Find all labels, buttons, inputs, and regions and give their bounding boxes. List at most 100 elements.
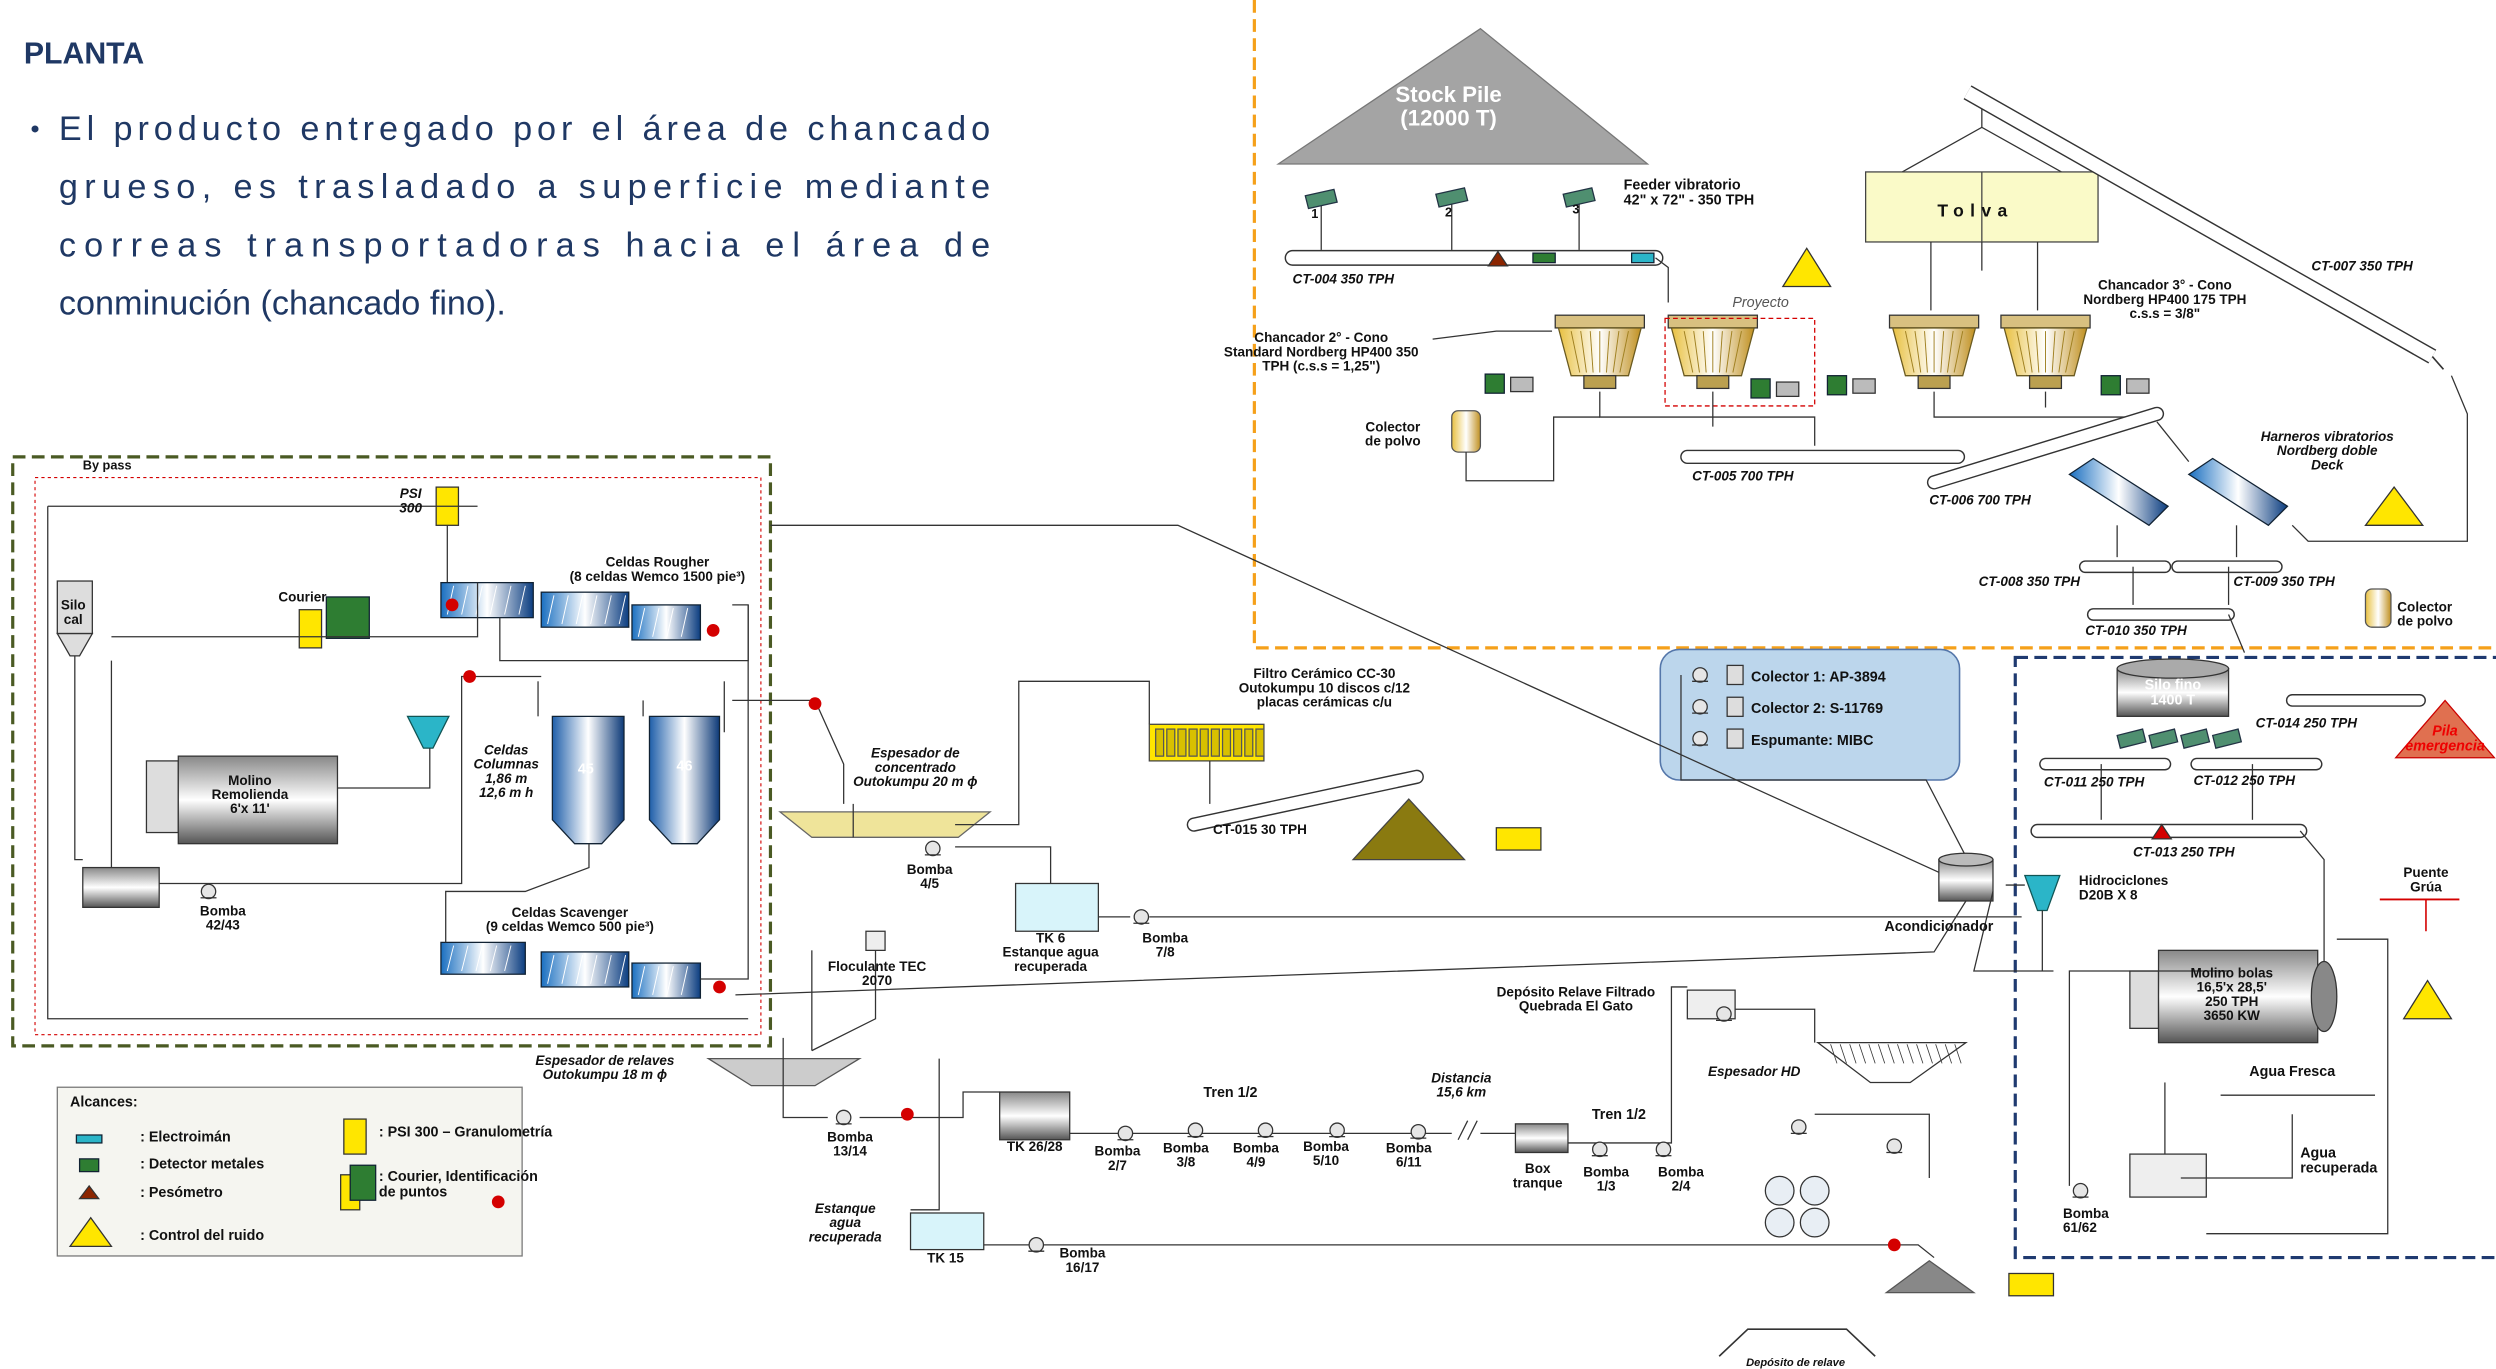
- filter-disc: [1256, 729, 1264, 756]
- equipment-label: Outokumpu 10 discos c/12: [1239, 680, 1410, 695]
- equipment-label: Harneros vibratorios: [2261, 429, 2394, 444]
- equipment-label: Floculante TEC: [828, 959, 927, 974]
- pipe: [1468, 1121, 1478, 1140]
- equipment-label: CT-015 30 TPH: [1213, 822, 1307, 837]
- pipe: [732, 700, 843, 803]
- legend-item: : Control del ruido: [140, 1228, 264, 1244]
- concentrate-pile: [1353, 799, 1464, 859]
- pump: [926, 841, 940, 855]
- sampling-point: [713, 981, 726, 994]
- filter-disc: [1178, 729, 1186, 756]
- crusher-base: [1697, 376, 1729, 389]
- tank: [1016, 883, 1099, 931]
- pipe: [984, 1245, 1934, 1258]
- equipment-label: Bomba: [907, 862, 953, 877]
- screen: [2069, 458, 2168, 525]
- equipment-label: Estanque agua: [1003, 945, 1100, 960]
- filter-disc: [1234, 729, 1242, 756]
- loader: [2009, 1273, 2054, 1295]
- legend-item: : Pesómetro: [140, 1185, 223, 1201]
- equipment-label: Silo: [61, 598, 86, 613]
- equipment-label: Stock Pile: [1395, 82, 1501, 107]
- equipment-label: Bomba: [1303, 1139, 1349, 1154]
- sampling-point: [901, 1108, 914, 1121]
- pipe: [1934, 392, 2133, 417]
- equipment-label: TK 26/28: [1007, 1139, 1063, 1154]
- equipment-label: 45: [578, 762, 594, 778]
- fine-silo-top: [2117, 659, 2228, 678]
- dust-collector: [2365, 589, 2390, 627]
- equipment-label: de polvo: [1365, 434, 1421, 449]
- equipment-label: Celdas Scavenger: [512, 905, 629, 920]
- equipment-label: 4/9: [1247, 1155, 1266, 1170]
- equipment-label: Standard Nordberg HP400 350: [1224, 344, 1419, 359]
- equipment-label: PSI: [400, 486, 422, 501]
- equipment-label: 12,6 m h: [479, 785, 533, 800]
- equipment-label: Bomba: [1583, 1164, 1629, 1179]
- equipment-label: Chancador 3° - Cono: [2098, 278, 2232, 293]
- tailings-deposit: [1719, 1329, 1875, 1356]
- crusher-frame: [1668, 315, 1757, 328]
- equipment-label: Proyecto: [1732, 295, 1789, 311]
- equipment-label: Celdas: [484, 743, 529, 758]
- equipment-label: agua: [829, 1215, 861, 1230]
- pipe: [955, 847, 1051, 884]
- box-tranque: [1515, 1124, 1568, 1153]
- equipment-label: Bomba: [1233, 1140, 1279, 1155]
- equipment-label: 2/7: [1108, 1158, 1127, 1173]
- page-title: PLANTA: [24, 38, 145, 71]
- pipe: [735, 901, 1965, 995]
- equipment-label: CT-007 350 TPH: [2311, 259, 2413, 274]
- equipment-label: Grúa: [2410, 879, 2442, 894]
- legend-item: de puntos: [379, 1184, 447, 1200]
- equipment-label: CT-005 700 TPH: [1692, 469, 1794, 484]
- equipment-label: tranque: [1513, 1175, 1563, 1190]
- pump-box: [83, 868, 159, 908]
- equipment-label: Outokumpu 18 m ϕ: [543, 1067, 667, 1082]
- equipment-label: 5/10: [1313, 1153, 1339, 1168]
- equipment-label: Bomba: [1658, 1164, 1704, 1179]
- equipment-label: 1400 T: [2151, 692, 2196, 708]
- pump: [1593, 1142, 1607, 1156]
- equipment-label: Pila: [2432, 723, 2457, 739]
- pipe: [1458, 1121, 1468, 1140]
- equipment-label: Quebrada El Gato: [1519, 999, 1633, 1014]
- equipment-label: Tren 1/2: [1592, 1107, 1646, 1123]
- noise-control: [2365, 487, 2422, 525]
- crusher-base: [1918, 376, 1950, 389]
- pump-box: [2130, 1154, 2206, 1197]
- drive: [2127, 379, 2149, 393]
- equipment-label: CT-008 350 TPH: [1979, 574, 2081, 589]
- pump: [1188, 1123, 1202, 1137]
- drive: [1776, 382, 1798, 396]
- pipe: [75, 656, 83, 860]
- equipment-label: recuperada: [2300, 1160, 2378, 1176]
- equipment-label: CT-011 250 TPH: [2044, 774, 2145, 789]
- pipe: [1433, 331, 1552, 339]
- equipment-label: c.s.s = 3/8": [2130, 306, 2201, 321]
- equipment-label: Colector 2: S-11769: [1751, 701, 1883, 717]
- equipment-label: Agua: [2300, 1145, 2337, 1161]
- mill-feed: [2130, 971, 2159, 1028]
- filter: [1765, 1176, 1794, 1205]
- loader: [1496, 828, 1541, 850]
- pipe: [1735, 1009, 1815, 1042]
- equipment-label: Molino bolas: [2190, 965, 2273, 980]
- bullet-text: conminución (chancado fino).: [59, 284, 506, 322]
- filter: [1800, 1176, 1829, 1205]
- equipment-label: Distancia: [1431, 1070, 1492, 1085]
- filter-disc: [1200, 729, 1208, 756]
- bullet-text: El producto entregado por el área de cha…: [59, 110, 990, 148]
- tailings-thickener: [708, 1059, 859, 1086]
- equipment-label: Colector: [2397, 599, 2453, 614]
- equipment-label: (9 celdas Wemco 500 pie³): [486, 919, 654, 934]
- pump: [1693, 731, 1707, 745]
- equipment-label: Acondicionador: [1884, 919, 1993, 935]
- equipment-label: TK 6: [1036, 930, 1066, 945]
- legend-item: : Courier, Identificación: [379, 1169, 538, 1185]
- conditioner-top: [1939, 853, 1993, 866]
- equipment-label: 250 TPH: [2205, 994, 2258, 1009]
- tank: [911, 1213, 984, 1250]
- pump: [1693, 668, 1707, 682]
- equipment-label: TK 15: [927, 1250, 964, 1265]
